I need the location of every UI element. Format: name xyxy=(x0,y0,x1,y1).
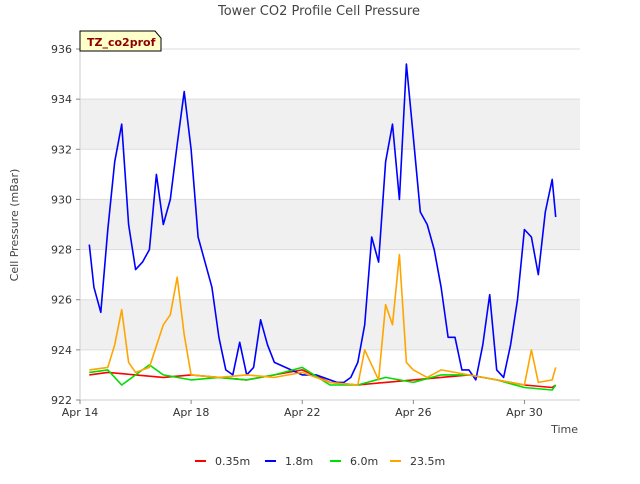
x-axis-label: Time xyxy=(550,423,578,436)
legend-label: 0.35m xyxy=(215,455,250,468)
x-tick-label: Apr 30 xyxy=(506,406,543,419)
legend-label: 1.8m xyxy=(285,455,313,468)
x-axis-ticks: Apr 14 Apr 18 Apr 22 Apr 26 Apr 30 xyxy=(62,400,543,419)
legend-label: 23.5m xyxy=(410,455,445,468)
grid-band xyxy=(80,199,580,250)
y-axis-label: Cell Pressure (mBar) xyxy=(8,169,21,282)
legend-item: 23.5m xyxy=(390,455,445,468)
y-tick-label: 922 xyxy=(51,394,72,407)
legend-item: 1.8m xyxy=(265,455,313,468)
y-tick-label: 924 xyxy=(51,344,72,357)
x-tick-label: Apr 26 xyxy=(395,406,432,419)
tag-box-shape xyxy=(79,30,162,52)
legend-label: 6.0m xyxy=(350,455,378,468)
tag-label: TZ_co2prof xyxy=(87,36,156,49)
y-tick-label: 932 xyxy=(51,143,72,156)
y-tick-label: 936 xyxy=(51,43,72,56)
legend-item: 0.35m xyxy=(195,455,250,468)
plot-background xyxy=(80,49,580,400)
chart-title: Tower CO2 Profile Cell Pressure xyxy=(217,4,420,19)
grid-band xyxy=(80,299,580,350)
y-tick-label: 930 xyxy=(51,193,72,206)
tag-box: TZ_co2prof xyxy=(79,30,162,52)
y-tick-label: 934 xyxy=(51,93,72,106)
axes xyxy=(79,49,580,401)
y-axis-ticks: 922 924 926 928 930 932 934 936 xyxy=(51,43,80,407)
x-tick-label: Apr 14 xyxy=(62,406,99,419)
series-line-23_5m xyxy=(89,253,557,386)
series-layer xyxy=(88,63,557,391)
y-tick-label: 928 xyxy=(51,244,72,257)
legend-item: 6.0m xyxy=(330,455,378,468)
x-tick-label: Apr 22 xyxy=(284,406,321,419)
grid-band xyxy=(80,99,580,150)
x-tick-label: Apr 18 xyxy=(173,406,210,419)
y-tick-label: 926 xyxy=(51,294,72,307)
legend: 0.35m 1.8m 6.0m 23.5m xyxy=(195,455,445,468)
series-line-1_8m xyxy=(88,63,557,384)
